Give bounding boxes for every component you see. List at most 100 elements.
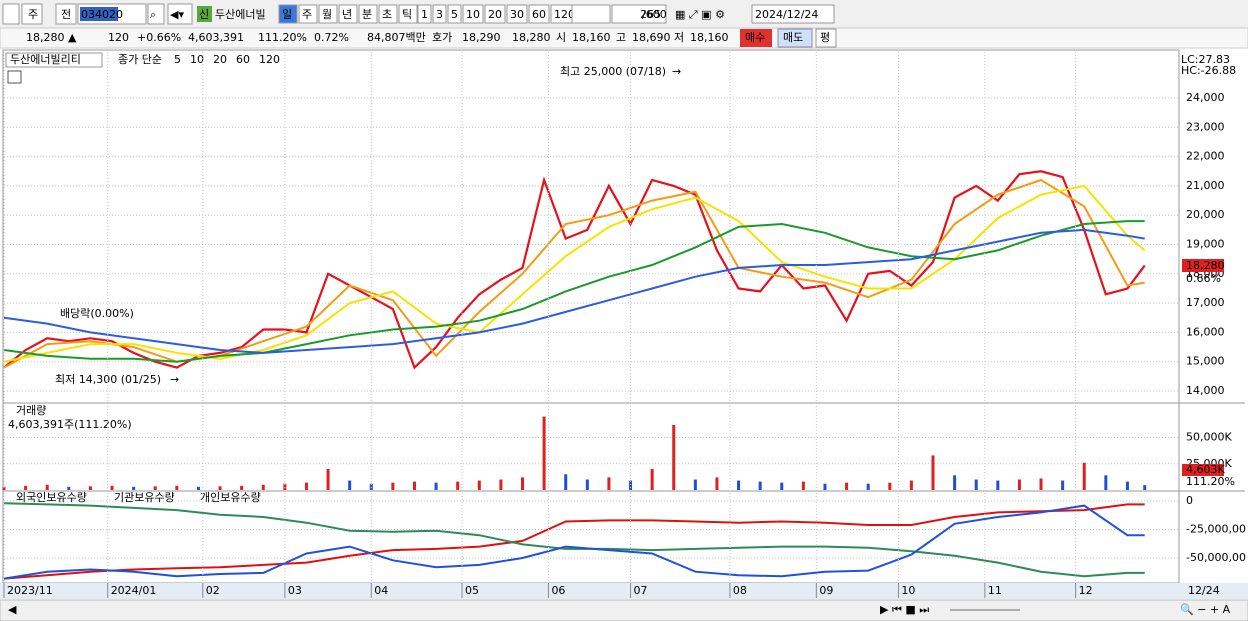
period[interactable]: 주 xyxy=(28,8,38,21)
volume-bar xyxy=(499,479,503,490)
minute-btn[interactable]: 30 xyxy=(510,8,524,21)
y-tick-label: 19,000 xyxy=(1186,238,1225,251)
sound-icon[interactable]: ◀▾ xyxy=(170,8,184,21)
button[interactable] xyxy=(462,4,484,24)
y-tick-label: -25,000,00 xyxy=(1186,523,1246,536)
volume-bar xyxy=(196,486,200,490)
volume-bar xyxy=(218,486,222,490)
button[interactable] xyxy=(751,4,835,24)
minute-btn[interactable]: 120 xyxy=(554,8,575,21)
info-volume-pct: 111.20% xyxy=(258,31,307,44)
interval-btn[interactable]: 월 xyxy=(322,8,332,21)
legend-entry: 120 xyxy=(259,53,280,66)
volume-bar xyxy=(24,485,28,490)
legend-entry: 5 xyxy=(174,53,181,66)
volume-bar xyxy=(585,479,589,490)
x-tick-label: 09 xyxy=(819,584,833,597)
date[interactable]: 2024/12/24 xyxy=(755,8,818,21)
y-tick-label: 16,000 xyxy=(1186,325,1225,338)
button[interactable] xyxy=(167,3,193,25)
zoom-icons[interactable]: 🔍 − + A xyxy=(1180,602,1231,616)
volume-bar xyxy=(823,483,827,490)
button[interactable] xyxy=(2,3,20,25)
interval-btn[interactable]: 초 xyxy=(382,8,392,21)
button[interactable] xyxy=(278,4,298,24)
info-price: 18,280 ▲ xyxy=(26,31,77,44)
info-ask: 18,290 xyxy=(462,31,501,44)
button[interactable] xyxy=(571,4,611,24)
volume-bar xyxy=(1082,462,1086,490)
minute-btn[interactable]: 3 xyxy=(436,8,443,21)
x-tick-label: 04 xyxy=(374,584,388,597)
volume-bar xyxy=(369,483,373,490)
volume-bar xyxy=(1143,485,1147,490)
avg-btn[interactable] xyxy=(815,28,837,48)
scrollbar[interactable] xyxy=(0,599,1248,621)
y-tick-label: 24,000 xyxy=(1186,91,1225,104)
legend-entry: 10 xyxy=(190,53,204,66)
volume-bar xyxy=(1039,478,1043,490)
interval-btn[interactable]: 일 xyxy=(282,7,292,21)
volume-bar xyxy=(1104,475,1108,490)
volume-bar xyxy=(304,482,308,490)
volume-bar xyxy=(45,484,49,490)
button[interactable] xyxy=(398,4,418,24)
tool-icons[interactable]: ▦ ⤢ ▣ ⚙ xyxy=(675,8,725,21)
sell-btn[interactable] xyxy=(777,28,813,48)
button[interactable] xyxy=(378,4,398,24)
table-icon[interactable] xyxy=(7,70,22,84)
chart-title: 두산에너빌리티 xyxy=(10,53,81,66)
count: 265 xyxy=(640,8,661,21)
interval-btn[interactable]: 분 xyxy=(362,8,372,21)
minute-btn[interactable]: 5 xyxy=(451,8,458,21)
interval-btn[interactable]: 주 xyxy=(302,8,312,21)
button[interactable] xyxy=(528,4,550,24)
volume-bar xyxy=(1017,479,1021,490)
interval-btn[interactable]: 년 xyxy=(342,8,352,21)
button[interactable] xyxy=(55,3,77,25)
buy-btn[interactable] xyxy=(740,29,772,47)
y-tick-label: 20,000 xyxy=(1186,208,1225,221)
info-high: 18,690 xyxy=(632,31,671,44)
button[interactable] xyxy=(484,4,506,24)
button[interactable] xyxy=(417,4,432,24)
volume-bar xyxy=(996,480,1000,490)
volume-bar xyxy=(974,479,978,490)
button[interactable] xyxy=(611,4,667,24)
stock-code[interactable]: 034020 xyxy=(81,8,123,21)
volume-bar xyxy=(629,480,633,490)
scroll-buttons[interactable]: ▶ ⏮ ■ ⏭ xyxy=(880,603,929,616)
button[interactable] xyxy=(506,4,528,24)
volume-bar xyxy=(780,482,784,490)
minute-btn[interactable]: 20 xyxy=(488,8,502,21)
line-series xyxy=(3,220,1145,363)
sell-label[interactable]: 매도 xyxy=(783,31,803,44)
volume-bar xyxy=(542,416,546,490)
last-price: 18,280 xyxy=(1186,259,1225,272)
button[interactable] xyxy=(318,4,338,24)
avg-label[interactable]: 평 xyxy=(820,31,830,44)
button[interactable] xyxy=(447,4,462,24)
info-volume: 4,603,391 xyxy=(188,31,244,44)
minute-btn[interactable]: 60 xyxy=(532,8,546,21)
hc-label: HC:-26.88 xyxy=(1181,64,1236,77)
button[interactable] xyxy=(298,4,318,24)
volume-bar xyxy=(261,484,265,490)
search-icon[interactable]: ⌕ xyxy=(150,8,156,21)
button[interactable] xyxy=(338,4,358,24)
volume-bar xyxy=(240,485,244,490)
x-tick-label: 06 xyxy=(551,584,565,597)
scroll-left[interactable]: ◀ xyxy=(8,603,17,616)
button[interactable] xyxy=(358,4,378,24)
minute-btn[interactable]: 10 xyxy=(466,8,480,21)
minute-btn[interactable]: 1 xyxy=(421,8,428,21)
y-tick-label: 0 xyxy=(1186,494,1193,507)
buy-label[interactable]: 매수 xyxy=(745,31,765,44)
button[interactable] xyxy=(432,4,447,24)
interval-btn[interactable]: 틱 xyxy=(402,8,412,21)
button[interactable] xyxy=(147,3,165,25)
button[interactable] xyxy=(21,3,43,25)
prev[interactable]: 전 xyxy=(61,8,71,21)
y-tick-label: 17,000 xyxy=(1186,296,1225,309)
